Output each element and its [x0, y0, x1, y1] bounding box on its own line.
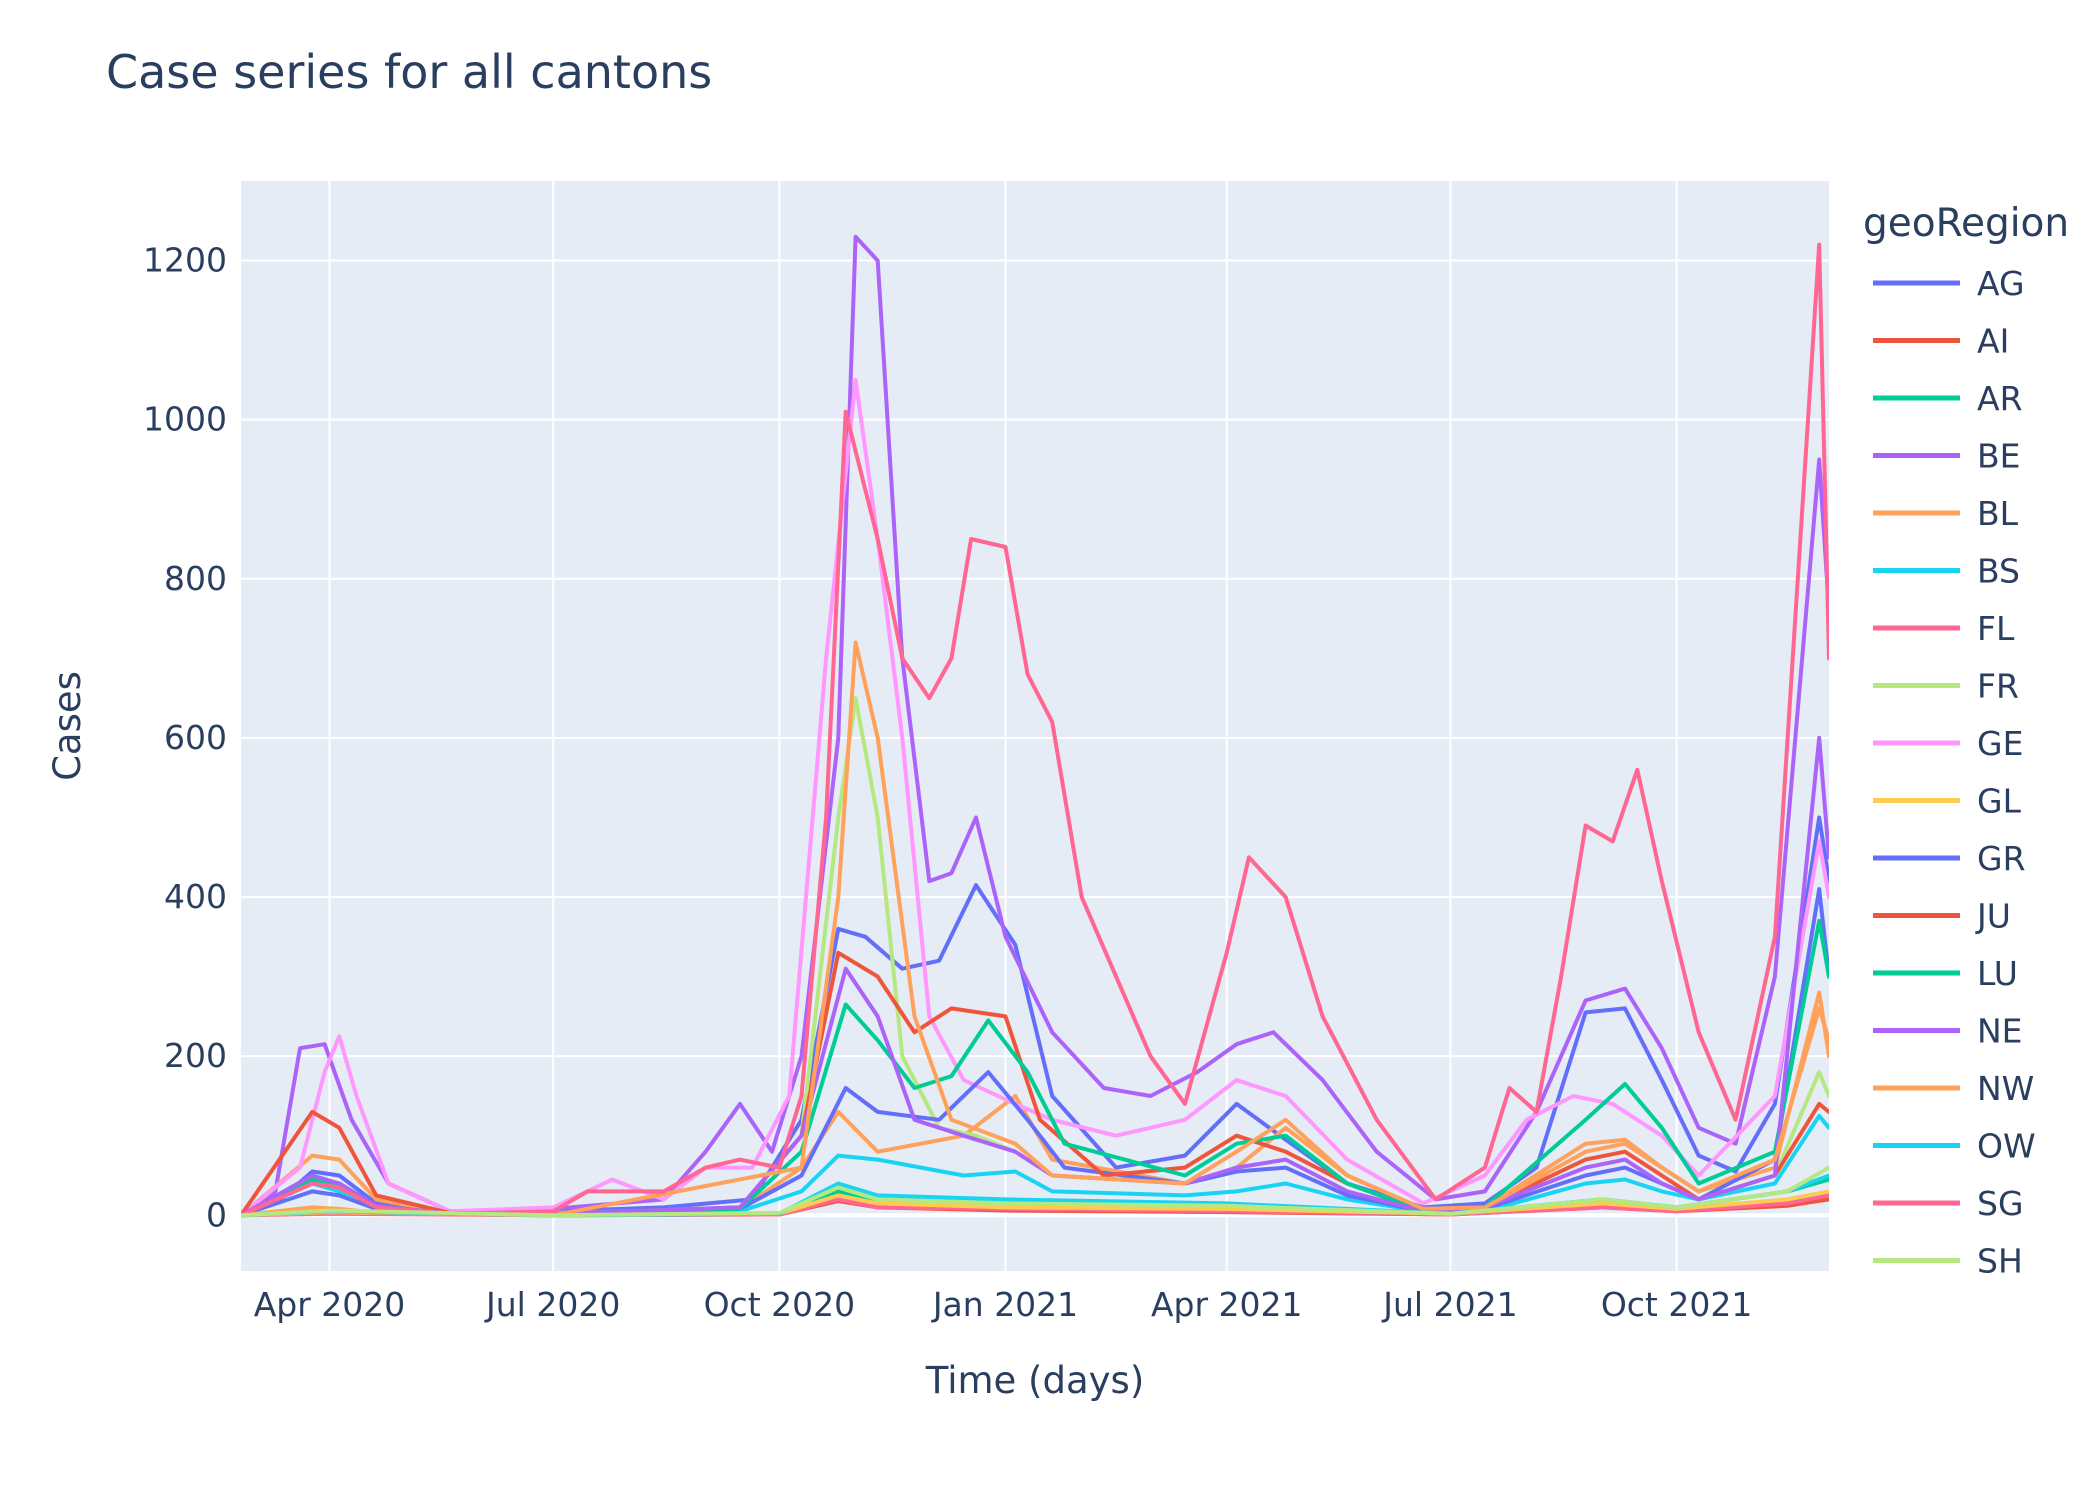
- legend-label-ju[interactable]: JU: [1975, 897, 2011, 936]
- legend-label-ow[interactable]: OW: [1977, 1127, 2036, 1166]
- x-axis-title: Time (days): [925, 1359, 1145, 1402]
- legend-label-sg[interactable]: SG: [1977, 1184, 2024, 1223]
- legend-label-fr[interactable]: FR: [1977, 667, 2019, 706]
- legend-label-ai[interactable]: AI: [1977, 322, 2009, 361]
- legend-label-ar[interactable]: AR: [1977, 379, 2023, 418]
- x-tick-label-6: Oct 2021: [1601, 1285, 1753, 1324]
- series-line-nw: [241, 640, 1829, 1218]
- legend-label-sh[interactable]: SH: [1977, 1242, 2023, 1281]
- legend-label-fl[interactable]: FL: [1977, 609, 2015, 648]
- series-lines: [241, 234, 1829, 1218]
- x-tick-label-2: Oct 2020: [704, 1285, 856, 1324]
- legend-items: AG AI AR BE BL BS FL FR GE GL GR JU LU NE NW OW SG SH: [1873, 264, 2036, 1281]
- y-axis-title: Cases: [46, 671, 89, 781]
- series-line-sh: [241, 1165, 1829, 1218]
- x-tick-label-5: Jul 2021: [1381, 1285, 1517, 1324]
- legend-label-ne[interactable]: NE: [1977, 1012, 2023, 1051]
- legend-label-be[interactable]: BE: [1977, 437, 2021, 476]
- y-tick-label-5: 1000: [143, 400, 227, 439]
- legend-label-nw[interactable]: NW: [1977, 1069, 2034, 1108]
- series-line-sg: [241, 242, 1829, 1218]
- x-tick-label-1: Jul 2020: [484, 1285, 620, 1324]
- series-line-ge: [241, 377, 1829, 1218]
- x-tick-label-3: Jan 2021: [931, 1285, 1078, 1324]
- y-tick-label-2: 400: [164, 877, 227, 916]
- legend-title: geoRegion: [1863, 201, 2069, 246]
- legend-label-ag[interactable]: AG: [1977, 264, 2025, 303]
- y-tick-label-1: 200: [164, 1036, 227, 1075]
- grid-lines: [241, 181, 1829, 1271]
- legend-label-ge[interactable]: GE: [1977, 724, 2023, 763]
- x-tick-label-0: Apr 2020: [254, 1285, 406, 1324]
- chart-title: Case series for all cantons: [106, 45, 712, 99]
- legend-label-gr[interactable]: GR: [1977, 839, 2026, 878]
- legend: geoRegion AG AI AR BE BL BS FL FR GE GL GR JU LU NE NW…: [1863, 201, 2069, 1281]
- y-tick-label-0: 0: [206, 1195, 227, 1234]
- legend-label-lu[interactable]: LU: [1977, 954, 2018, 993]
- legend-label-gl[interactable]: GL: [1977, 782, 2022, 821]
- y-tick-label-4: 800: [164, 559, 227, 598]
- x-tick-label-4: Apr 2021: [1151, 1285, 1303, 1324]
- legend-label-bs[interactable]: BS: [1977, 552, 2020, 591]
- y-tick-label-3: 600: [164, 718, 227, 757]
- y-tick-label-6: 1200: [143, 241, 227, 280]
- legend-label-bl[interactable]: BL: [1977, 494, 2019, 533]
- tick-labels: 0 200 400 600 800 1000 1200 Apr 2020 Jul 2020 Oct…: [143, 241, 1752, 1324]
